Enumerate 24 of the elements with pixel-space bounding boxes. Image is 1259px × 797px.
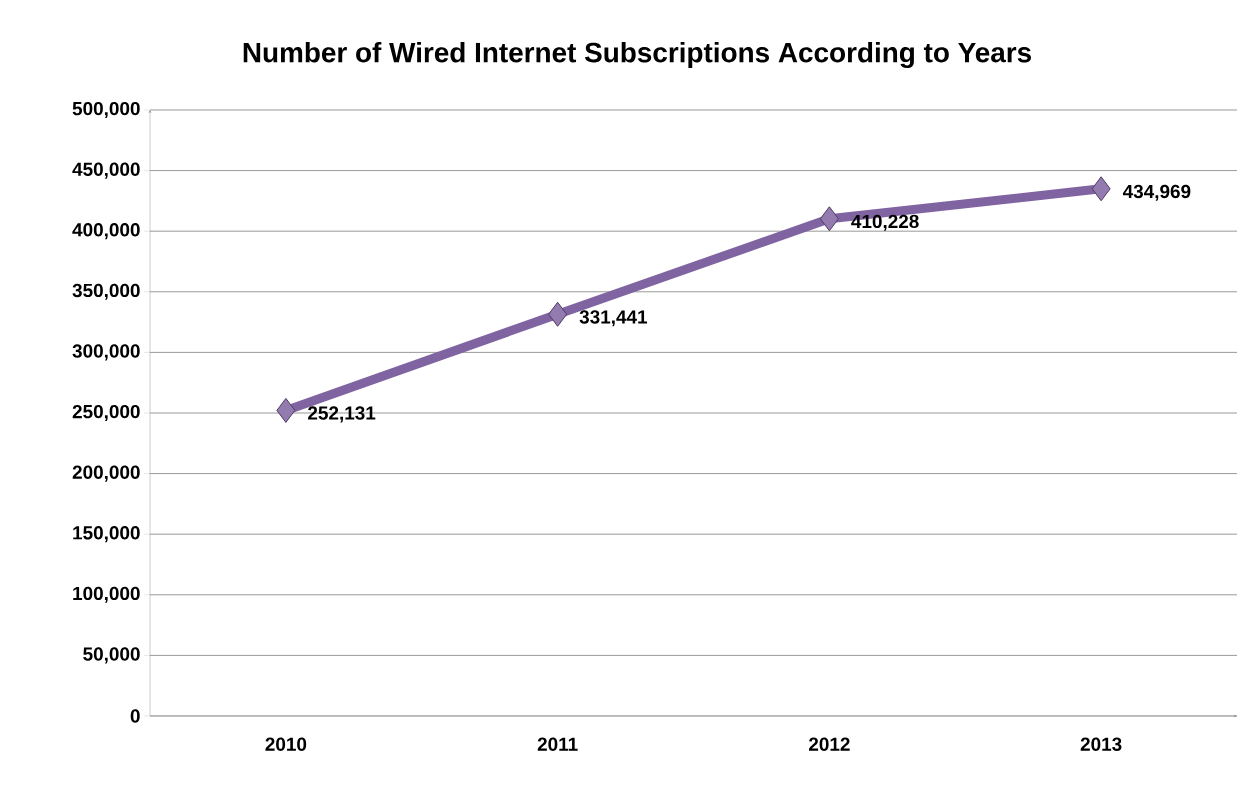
y-tick-label: 100,000 — [73, 586, 140, 603]
point — [1091, 176, 1111, 202]
y-tick-label: 500,000 — [72, 101, 140, 119]
x-tick-label: 2012 — [808, 737, 850, 751]
y-tick-label: 300,000 — [72, 344, 140, 361]
data-label: 252,131 — [308, 406, 376, 423]
y-tick-label: 350,000 — [72, 283, 140, 300]
data-label: 434,969 — [1122, 184, 1191, 201]
x-tick-label: 2010 — [265, 737, 307, 751]
point — [548, 301, 568, 327]
y-tick-label: 450,000 — [72, 162, 140, 179]
point — [276, 397, 296, 423]
data-label: 331,441 — [579, 310, 648, 327]
y-tick-label: 400,000 — [72, 223, 140, 240]
x-tick-label: 2011 — [537, 737, 578, 751]
y-tick-label: 0 — [130, 709, 140, 723]
point — [819, 206, 839, 232]
x-tick-label: 2013 — [1080, 737, 1122, 751]
y-tick-label: 50,000 — [83, 647, 140, 664]
y-tick-label: 250,000 — [72, 404, 140, 422]
y-tick-label: 150,000 — [73, 526, 140, 543]
data-label: 410,228 — [851, 214, 919, 231]
chart-title: Number of Wired Internet Subscriptions According to Years — [243, 41, 1031, 69]
y-tick-label: 200,000 — [72, 465, 140, 482]
